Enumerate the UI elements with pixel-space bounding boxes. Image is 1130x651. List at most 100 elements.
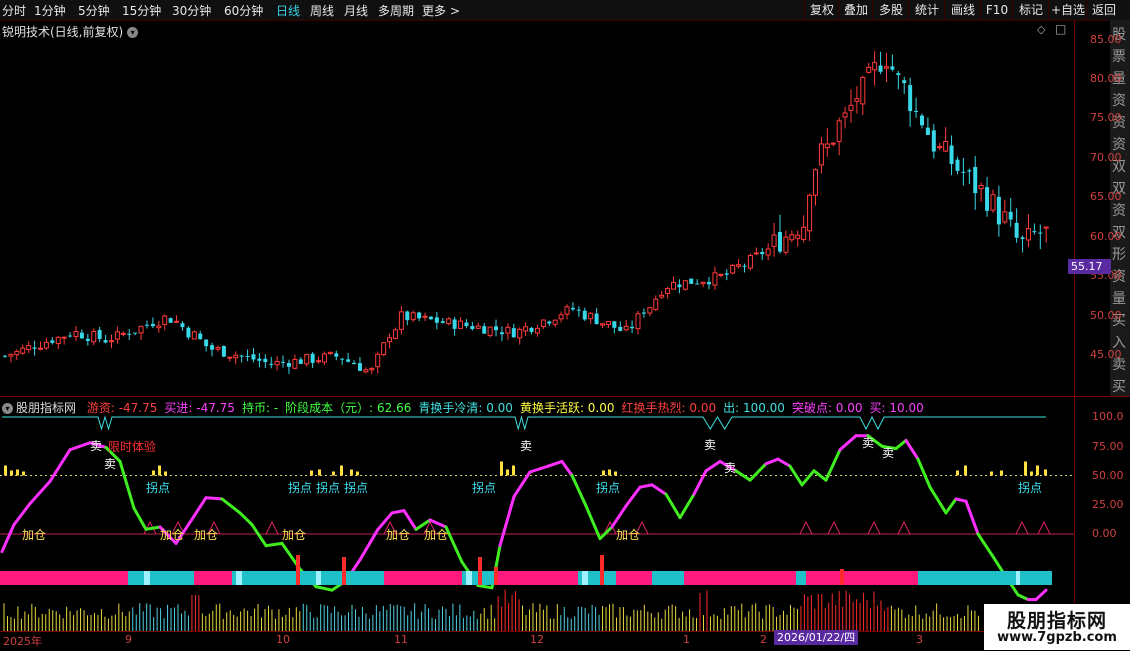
candle-body [239, 355, 244, 357]
chevron-down-icon[interactable]: ▾ [127, 27, 139, 38]
oscillator-segment [704, 459, 722, 473]
activity-bar [22, 471, 25, 476]
add-favorite-button[interactable]: +自选 [1048, 0, 1087, 20]
pane-divider[interactable] [0, 396, 1130, 397]
period-weekly[interactable]: 周线 [310, 4, 335, 18]
watermark: 股朋指标网 www.7gpzb.com [984, 604, 1130, 650]
back-button[interactable]: 返回 [1086, 0, 1121, 20]
period-intraday[interactable]: 分时 [2, 4, 27, 18]
candle-body [985, 187, 990, 211]
overlay-button[interactable]: 叠加 [838, 0, 873, 20]
side-strip-char: 入 [1112, 335, 1126, 351]
hot-turnover-spike [478, 557, 482, 585]
breakout-triangle [635, 520, 649, 535]
indicator-chart[interactable] [0, 397, 1074, 631]
candle-body [937, 146, 943, 149]
oscillator-segment [610, 504, 628, 529]
candle-body [582, 310, 587, 320]
candle-body [801, 226, 807, 240]
period-multi[interactable]: 多周期 [378, 4, 415, 18]
candle-body [836, 120, 842, 143]
f10-button[interactable]: F10 [980, 0, 1013, 20]
indicator-value: 红换手热烈: 0.00 [621, 401, 717, 415]
candle-body [753, 252, 759, 255]
breakout-triangle [603, 520, 617, 535]
candle-body [854, 98, 860, 102]
candle-body [730, 264, 736, 274]
period-15min[interactable]: 15分钟 [122, 4, 162, 18]
oscillator-segment [944, 497, 958, 515]
candle-body [168, 318, 173, 323]
candlestick-chart[interactable] [0, 20, 1074, 396]
activity-bar [614, 471, 617, 476]
candle-body [357, 363, 362, 371]
adjust-button[interactable]: 复权 [804, 0, 839, 20]
candle-body [961, 171, 966, 173]
multi-stock-button[interactable]: 多股 [872, 0, 909, 20]
candle-body [789, 234, 795, 241]
oscillator-segment [928, 485, 948, 515]
candle-body [375, 353, 381, 368]
breakout-triangle [897, 520, 911, 535]
period-monthly[interactable]: 月线 [344, 4, 369, 18]
period-5min[interactable]: 5分钟 [78, 4, 110, 18]
oscillator-segment [476, 583, 494, 590]
oscillator-segment [88, 441, 108, 449]
oscillator-segment [220, 497, 242, 515]
period-1min[interactable]: 1分钟 [34, 4, 66, 18]
side-strip-char: 股 [1112, 27, 1126, 43]
candle-body [68, 335, 73, 337]
candle-body [91, 330, 97, 343]
indicator-value: 阶段成本（元）: 62.66 [285, 401, 412, 415]
chevron-down-icon[interactable]: ▾ [2, 403, 13, 414]
trend-band-segment [652, 571, 684, 585]
side-strip-char: 双 [1112, 181, 1126, 197]
candle-body [186, 327, 191, 338]
oscillator-segment [264, 541, 284, 548]
indicator-value: 买: 10.00 [869, 401, 924, 415]
candle-body [529, 327, 534, 332]
candle-body [623, 325, 629, 331]
candle-body [150, 323, 155, 327]
period-60min[interactable]: 60分钟 [224, 4, 264, 18]
candle-body [671, 281, 677, 290]
candle-body [108, 340, 114, 343]
candle-body [180, 323, 185, 328]
mark-button[interactable]: 标记 [1012, 0, 1049, 20]
activity-bar [10, 470, 13, 476]
main-chart-title: 锐明技术(日线,前复权) ▾ [2, 23, 139, 40]
candle-body [269, 363, 274, 365]
maximize-icon[interactable]: □ [1055, 22, 1067, 36]
diamond-icon[interactable]: ◇ [1037, 23, 1046, 36]
date-cursor-label: 2026/01/22/四 [774, 630, 859, 645]
candle-body [50, 340, 55, 343]
candle-body [162, 315, 168, 325]
candle-body [428, 316, 433, 320]
oscillator-segment [800, 469, 816, 487]
period-daily[interactable]: 日线 [276, 4, 301, 18]
trend-band-segment [796, 571, 806, 585]
draw-line-button[interactable]: 画线 [944, 0, 981, 20]
period-more[interactable]: 更多 > [422, 4, 460, 18]
candle-body [79, 332, 84, 339]
candle-body [511, 328, 516, 338]
oscillator-segment [904, 438, 920, 461]
oscillator-segment [624, 485, 642, 508]
candle-body [1032, 231, 1037, 233]
signal-label-turn-point: 拐点 [596, 481, 621, 495]
indicator-tick: 100.0 [1092, 410, 1124, 423]
candle-body [540, 319, 546, 327]
activity-bar [1024, 461, 1027, 476]
candle-body [605, 321, 611, 326]
stats-button[interactable]: 统计 [908, 0, 945, 20]
oscillator-segment [512, 470, 532, 499]
period-30min[interactable]: 30分钟 [172, 4, 212, 18]
candle-body [310, 353, 315, 363]
candle-body [14, 350, 20, 356]
candle-body [20, 347, 26, 354]
trend-band-segment [684, 571, 796, 585]
indicator-title: ▾ 股朋指标网 游资: -47.75 买进: -47.75 持币: - 阶段成本（元）:… [2, 399, 928, 416]
signal-label-sell: 卖 [90, 439, 103, 453]
side-strip-char: 量 [1112, 291, 1126, 307]
trend-band-marker [1016, 571, 1020, 585]
